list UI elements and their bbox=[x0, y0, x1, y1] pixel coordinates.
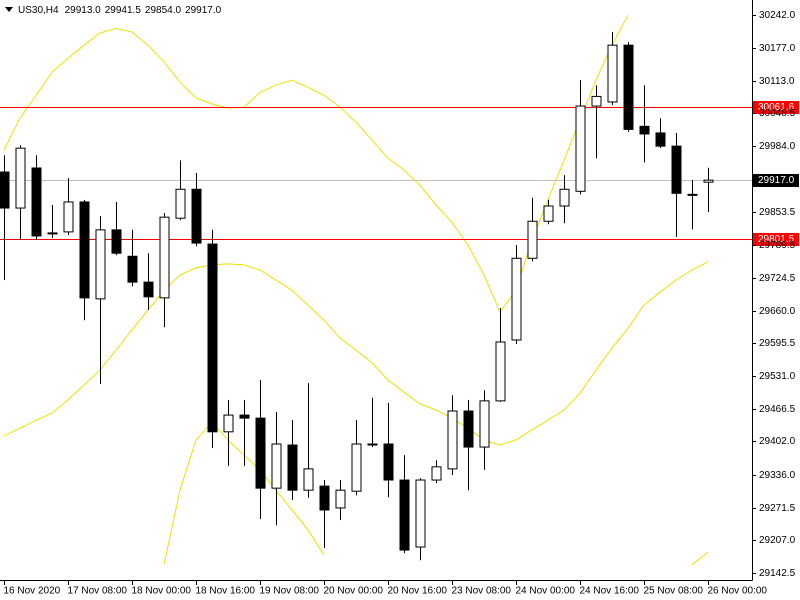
y-tick-label: 30048.5 bbox=[759, 108, 796, 119]
price-label-box bbox=[753, 174, 799, 187]
hline-label-box bbox=[753, 101, 799, 114]
candle-body bbox=[303, 468, 314, 491]
candle-body bbox=[271, 443, 282, 489]
hline-label: 30061.6 bbox=[758, 102, 795, 113]
candle-body bbox=[127, 255, 138, 283]
x-tick-label: 18 Nov 00:00 bbox=[132, 586, 192, 597]
indicator-line bbox=[3, 261, 709, 446]
y-tick-label: 30113.0 bbox=[759, 76, 795, 87]
x-tick-label: 20 Nov 00:00 bbox=[324, 586, 384, 597]
candle-body bbox=[175, 188, 186, 219]
candle-body bbox=[367, 443, 378, 446]
candle-body bbox=[623, 44, 634, 130]
header-high: 29941.5 bbox=[105, 5, 142, 16]
candle-body bbox=[591, 95, 602, 107]
indicator-line bbox=[3, 14, 629, 314]
candle-body bbox=[335, 489, 346, 509]
price-label: 29917.0 bbox=[758, 175, 795, 186]
plot-area bbox=[0, 14, 752, 566]
y-tick-label: 29531.0 bbox=[759, 371, 796, 382]
menu-triangle bbox=[5, 7, 13, 12]
candle-body bbox=[607, 44, 618, 103]
candle-body bbox=[399, 479, 410, 551]
x-tick-label: 19 Nov 08:00 bbox=[260, 586, 320, 597]
candle-body bbox=[63, 201, 74, 233]
candle-body bbox=[527, 220, 538, 259]
x-tick-label: 25 Nov 08:00 bbox=[644, 586, 704, 597]
candle-body bbox=[383, 443, 394, 481]
candle-body bbox=[95, 229, 106, 300]
candle-body bbox=[207, 243, 218, 433]
symbol: US30,H4 bbox=[18, 5, 59, 16]
y-tick-label: 29724.5 bbox=[759, 273, 796, 284]
hline-label-box bbox=[753, 233, 799, 246]
header-close: 29917.0 bbox=[185, 5, 222, 16]
candle-body bbox=[239, 414, 250, 419]
candle-body bbox=[575, 105, 586, 192]
candle-body bbox=[559, 188, 570, 207]
y-tick-label: 29207.0 bbox=[759, 535, 796, 546]
candle-body bbox=[655, 132, 666, 147]
x-tick-label: 18 Nov 16:00 bbox=[196, 586, 256, 597]
y-tick-label: 29142.5 bbox=[759, 568, 796, 579]
candle-body bbox=[79, 201, 90, 299]
x-tick-label: 24 Nov 16:00 bbox=[580, 586, 640, 597]
candle-body bbox=[463, 410, 474, 448]
candle-body bbox=[319, 485, 330, 511]
hline-label: 29801.5 bbox=[758, 234, 795, 245]
header-low: 29854.0 bbox=[145, 5, 182, 16]
y-tick-label: 30242.0 bbox=[759, 10, 796, 21]
candle-body bbox=[223, 414, 234, 433]
candle-body bbox=[671, 145, 682, 194]
y-tick-label: 30177.0 bbox=[759, 43, 796, 54]
y-tick-label: 29853.5 bbox=[759, 207, 796, 218]
candle-body bbox=[351, 443, 362, 492]
x-tick-label: 26 Nov 00:00 bbox=[708, 586, 768, 597]
x-tick-label: 20 Nov 16:00 bbox=[388, 586, 448, 597]
candle-body bbox=[143, 281, 154, 298]
y-tick-label: 29984.0 bbox=[759, 141, 796, 152]
candle-body bbox=[47, 232, 58, 235]
candle-body bbox=[687, 193, 698, 196]
candle-body bbox=[15, 147, 26, 209]
candle-body bbox=[703, 179, 714, 183]
candle-body bbox=[431, 466, 442, 481]
y-tick-label: 29271.5 bbox=[759, 503, 796, 514]
candle-body bbox=[159, 216, 170, 299]
candle-body bbox=[0, 171, 10, 209]
candle-body bbox=[543, 205, 554, 222]
x-tick-label: 24 Nov 00:00 bbox=[516, 586, 576, 597]
candle-body bbox=[639, 125, 650, 135]
candle-body bbox=[447, 410, 458, 470]
x-tick-label: 23 Nov 08:00 bbox=[452, 586, 512, 597]
y-tick-label: 29789.5 bbox=[759, 240, 796, 251]
candle-body bbox=[111, 229, 122, 254]
candle-body bbox=[511, 257, 522, 341]
x-tick-label: 16 Nov 2020 bbox=[4, 586, 61, 597]
candle-body bbox=[287, 444, 298, 491]
candle-body bbox=[479, 400, 490, 448]
y-tick-label: 29466.5 bbox=[759, 404, 796, 415]
candle-body bbox=[255, 417, 266, 489]
chart-header: US30,H4 29913.0 29941.5 29854.0 29917.0 bbox=[18, 5, 222, 16]
header-open: 29913.0 bbox=[65, 5, 102, 16]
candle-body bbox=[415, 479, 426, 548]
y-tick-label: 29402.0 bbox=[759, 436, 796, 447]
y-tick-label: 29595.5 bbox=[759, 338, 796, 349]
x-tick-label: 17 Nov 08:00 bbox=[68, 586, 128, 597]
candle-body bbox=[191, 188, 202, 244]
y-tick-label: 29336.0 bbox=[759, 470, 796, 481]
overlay: 29917.0 30061.6 29801.5 bbox=[753, 101, 799, 246]
y-tick-label: 29660.0 bbox=[759, 306, 796, 317]
candle-body bbox=[495, 341, 506, 402]
candle-body bbox=[31, 167, 42, 237]
